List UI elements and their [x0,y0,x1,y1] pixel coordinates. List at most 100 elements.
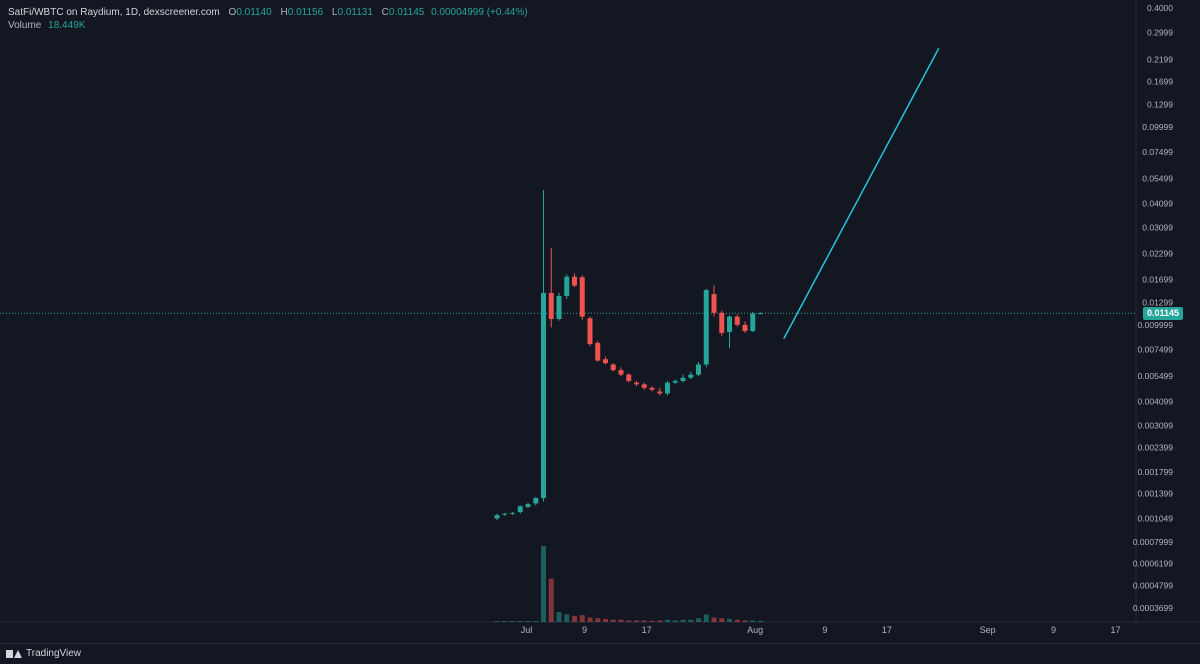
chart-grid [0,0,1200,623]
volume-bar [634,620,639,622]
candle-body [610,364,616,371]
volume-bar [502,621,508,622]
volume-bar [750,620,756,622]
y-tick-label: 0.03099 [1142,223,1173,233]
y-tick-label: 0.0007999 [1133,537,1173,547]
y-tick-label: 0.001799 [1138,467,1174,477]
candle-body [711,294,717,313]
trendline-drawing [783,48,940,340]
candle-body [750,313,756,332]
volume-bar [579,615,585,622]
volume-bar [572,615,577,622]
volume-label: Volume [8,20,42,31]
candle-body [548,292,554,320]
volume-bar [672,620,678,622]
y-tick-label: 0.003099 [1138,420,1174,430]
x-tick-label: Sep [980,625,996,635]
high-value: 0.01156 [287,7,324,18]
volume-bar [758,621,763,622]
y-tick-label: 0.09999 [1142,122,1173,132]
volume-bar [517,621,523,622]
volume-bar [711,617,717,622]
chart-legend: SatFi/WBTC on Raydium, 1D, dexscreener.c… [8,6,528,32]
y-tick-label: 0.004099 [1138,396,1174,406]
candle-body [727,316,732,332]
candle-body [680,377,686,381]
candle-body [494,515,500,519]
y-tick-label: 0.04099 [1142,199,1173,209]
legend-row-volume: Volume 18.449K [8,19,528,32]
open-label: O [228,7,237,18]
y-tick-label: 0.001399 [1138,489,1174,499]
volume-bar [595,618,601,622]
candle-body [579,277,585,317]
candle-body [649,387,655,390]
y-tick-label: 0.1699 [1147,77,1173,87]
candle-body [703,290,709,365]
volume-bar [742,620,748,622]
volume-bar [703,614,709,622]
candle-body [525,504,531,507]
candle-body [657,391,663,394]
volume-bar [696,618,701,622]
x-tick-label: 17 [1110,625,1120,635]
tradingview-brand[interactable]: TradingView [6,648,81,659]
candle-body [618,370,624,375]
candle-body [665,382,670,394]
y-tick-label: 0.0003699 [1133,603,1173,613]
x-tick-label: Aug [747,625,763,635]
y-tick-label: 0.2999 [1147,28,1173,38]
close-value: 0.01145 [388,7,425,18]
last-price-tag: 0.01145 [1143,306,1183,320]
close-label: C [381,7,389,18]
volume-bar [541,546,546,622]
x-tick-label: 17 [642,625,652,635]
symbol-title: SatFi/WBTC on Raydium, 1D, dexscreener.c… [8,7,220,18]
y-tick-label: 0.01299 [1142,297,1173,307]
volume-bar [548,578,554,622]
y-tick-label: 0.007499 [1138,345,1174,355]
open-value: 0.01140 [236,7,272,18]
candle-body [758,313,763,315]
volume-bar [649,620,655,622]
candle-body [595,342,601,361]
y-tick-label: 0.07499 [1142,147,1173,157]
candle-body [510,512,515,514]
volume-bar [641,620,647,622]
brand-label: TradingView [26,648,82,659]
candlestick-chart[interactable]: 0.4000 0.2999 0.2199 0.1699 0.1299 0.09999 0.0… [0,0,1200,643]
candle-body [533,498,539,504]
volume-bar [533,621,539,622]
volume-bar [494,621,500,622]
candle-body [603,359,608,364]
axes: 0.4000 0.2999 0.2199 0.1699 0.1299 0.09999 0.0… [521,3,1174,635]
candle-body [556,295,562,320]
candle-body [641,384,647,388]
candle-body [734,316,740,325]
y-tick-label: 0.0006199 [1133,559,1173,569]
volume-bar [688,619,694,622]
y-tick-label: 0.0004799 [1133,581,1173,591]
y-tick-label: 0.02299 [1142,248,1173,258]
volume-bar [626,620,632,622]
y-tick-label: 0.002399 [1138,442,1174,452]
candle-body [626,374,632,381]
candle-body [502,513,508,515]
y-tick-label: 0.001049 [1138,513,1174,523]
volume-bar [665,619,670,622]
volume-bar [525,621,531,622]
volume-bar [657,620,663,622]
volume-bar [510,621,515,622]
y-tick-label: 0.01699 [1142,274,1173,284]
volume-value: 18.449K [48,20,86,31]
x-tick-label: Jul [521,625,533,635]
volume-bar [587,617,593,622]
candle-body [742,324,748,332]
tradingview-logo-icon [6,649,22,659]
candle-body [564,276,570,296]
candle-body [572,276,577,286]
x-tick-label: 9 [1051,625,1056,635]
y-tick-label: 0.4000 [1147,3,1173,13]
high-label: H [280,7,288,18]
change-value: 0.00004999 (+0.44%) [431,7,528,18]
